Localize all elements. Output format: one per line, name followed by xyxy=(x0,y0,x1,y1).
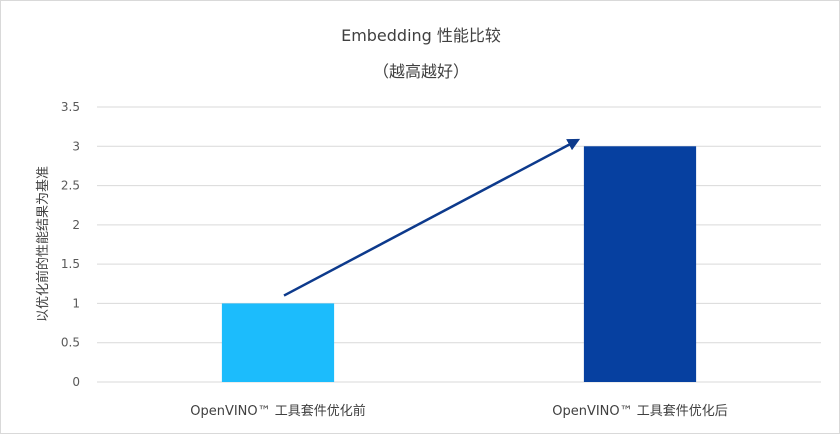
x-category-label: OpenVINO™ 工具套件优化后 xyxy=(552,403,728,419)
chart-subtitle: （越高越好） xyxy=(373,62,469,81)
y-tick-label: 1.5 xyxy=(61,257,80,271)
y-tick-label: 3.5 xyxy=(61,100,80,114)
y-tick-label: 0.5 xyxy=(61,336,80,350)
y-tick-label: 1 xyxy=(72,296,80,310)
annotations xyxy=(283,138,581,297)
x-category-label: OpenVINO™ 工具套件优化前 xyxy=(190,403,366,419)
bars xyxy=(221,146,697,382)
bar xyxy=(221,303,335,382)
y-tick-label: 0 xyxy=(72,375,80,389)
y-tick-label: 2 xyxy=(72,218,80,232)
chart-title: Embedding 性能比较 xyxy=(341,26,501,45)
y-axis-label: 以优化前的性能结果为基准 xyxy=(35,166,51,322)
x-axis-categories: OpenVINO™ 工具套件优化前 OpenVINO™ 工具套件优化后 xyxy=(190,403,728,419)
trend-arrow xyxy=(283,138,581,297)
bar xyxy=(583,146,697,382)
y-tick-label: 3 xyxy=(72,139,80,153)
y-axis-ticks: 0 0.5 1 1.5 2 2.5 3 3.5 xyxy=(61,100,80,389)
y-tick-label: 2.5 xyxy=(61,179,80,193)
gridlines xyxy=(97,106,821,383)
